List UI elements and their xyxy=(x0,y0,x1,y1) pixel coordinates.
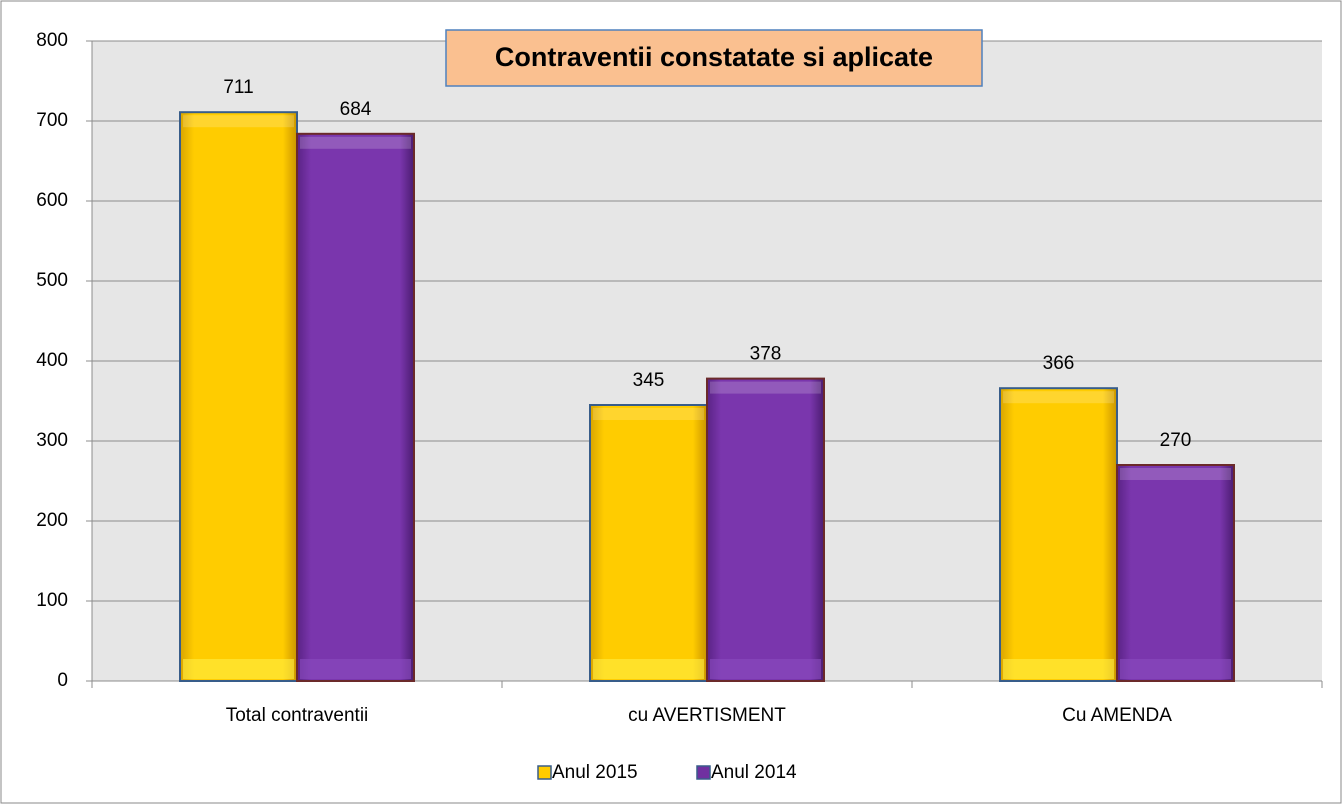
data-label: 270 xyxy=(1160,430,1192,451)
bar-bevel-top xyxy=(183,115,294,128)
legend-swatch xyxy=(696,765,711,780)
y-tick-label: 0 xyxy=(57,670,68,691)
y-tick-label: 800 xyxy=(36,30,68,51)
bar-bevel-bottom xyxy=(1120,659,1231,679)
y-tick-label: 400 xyxy=(36,350,68,371)
bar xyxy=(706,377,825,682)
x-tick-label: cu AVERTISMENT xyxy=(628,705,786,726)
legend-label: Anul 2014 xyxy=(711,762,797,783)
x-tick-label: Cu AMENDA xyxy=(1062,705,1172,726)
bar-bevel-top xyxy=(1120,468,1231,480)
data-label: 378 xyxy=(750,344,782,365)
bar-bevel-bottom xyxy=(1003,659,1114,679)
bar xyxy=(179,111,298,682)
bar-bevel-bottom xyxy=(300,659,411,679)
bar-bevel-top xyxy=(1003,391,1114,404)
y-tick-label: 200 xyxy=(36,510,68,531)
y-tick-label: 100 xyxy=(36,590,68,611)
y-tick-label: 300 xyxy=(36,430,68,451)
bar-bevel-bottom xyxy=(593,659,704,679)
data-label: 366 xyxy=(1043,353,1075,374)
y-tick-label: 500 xyxy=(36,270,68,291)
bar-bevel-bottom xyxy=(183,659,294,679)
legend-swatch xyxy=(537,765,552,780)
y-tick-label: 600 xyxy=(36,190,68,211)
bar-bevel-top xyxy=(593,408,704,420)
bar xyxy=(1116,464,1235,682)
bar xyxy=(589,404,708,682)
bar xyxy=(296,132,415,683)
data-label: 345 xyxy=(633,370,665,391)
chart-title: Contraventii constatate si aplicate xyxy=(495,42,933,72)
bar-bevel-top xyxy=(710,381,821,394)
legend-label: Anul 2015 xyxy=(552,762,638,783)
bar-bevel-top xyxy=(300,136,411,149)
title-box xyxy=(445,29,983,87)
data-label: 684 xyxy=(340,99,372,120)
bar xyxy=(999,387,1118,682)
x-tick-label: Total contraventii xyxy=(226,705,369,726)
data-label: 711 xyxy=(223,77,253,98)
y-tick-label: 700 xyxy=(36,110,68,131)
bar-bevel-bottom xyxy=(710,659,821,679)
